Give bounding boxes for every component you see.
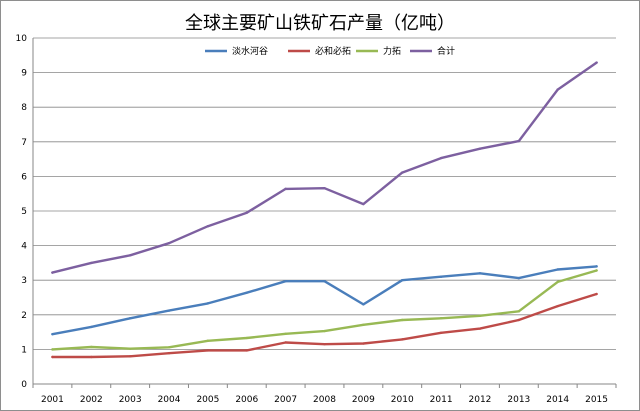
axes: 0 1 2 3 4 5 6 7 8 9 10 2001 2002 2003 2004 2005 2006 2007… [16,34,617,405]
data-point [595,269,598,272]
x-tick-label: 2005 [196,395,219,405]
data-point [517,276,521,280]
series-line-3 [51,61,598,274]
y-tick-label: 6 [21,172,27,182]
data-point [323,329,326,333]
y-tick-label: 10 [16,34,28,44]
data-point [51,271,54,274]
legend: 淡水河谷 必和必拓 力拓 合计 [205,45,455,57]
data-point [362,342,365,345]
x-tick-label: 2004 [158,395,181,405]
x-tick-label: 2010 [391,395,414,405]
y-tick-label: 9 [21,69,27,79]
data-point [556,304,559,308]
data-point [595,61,598,64]
data-point [51,332,54,336]
data-point [90,325,93,329]
data-point [51,348,54,351]
x-tick-label: 2006 [235,395,258,405]
data-point [167,241,171,245]
y-tick-label: 2 [21,311,27,321]
data-point [284,341,287,344]
x-tick-label: 2014 [546,395,569,405]
data-point [439,156,443,160]
legend-label: 力拓 [383,45,401,57]
data-point [128,347,132,350]
legend-label: 淡水河谷 [232,45,268,57]
data-point [478,314,482,318]
x-tick-label: 2013 [507,395,530,405]
y-tick-label: 3 [21,276,27,286]
data-point [323,186,326,190]
y-tick-label: 0 [21,380,27,390]
x-tick-label: 2007 [274,395,297,405]
data-point [128,254,132,257]
data-point [323,280,326,283]
y-tick-label: 5 [21,207,27,217]
data-point [51,355,54,359]
x-tick-label: 2002 [80,395,103,405]
data-point [439,331,443,334]
chart-title: 全球主要矿山铁矿石产量（亿吨） [185,13,455,34]
data-point [284,187,287,191]
data-point [206,225,210,228]
y-tick-label: 1 [21,345,27,355]
gridlines [33,37,616,350]
data-point [284,280,287,283]
data-point [439,317,443,320]
data-point [401,279,404,282]
data-point [128,317,132,320]
data-point [439,275,443,278]
data-point [556,280,559,284]
data-point [401,171,404,174]
data-point [167,346,171,349]
data-point [245,336,248,340]
data-point [517,318,521,322]
data-point [556,268,559,271]
legend-label: 必和必拓 [315,45,351,57]
series-lines [51,61,598,359]
data-point [401,318,404,322]
data-point [478,147,482,150]
data-point [206,302,210,305]
data-point [517,139,521,143]
series-line-0 [51,265,598,336]
x-tick-label: 2003 [119,395,142,405]
data-point [90,355,93,359]
data-point [517,310,521,313]
data-point [478,272,482,275]
data-point [595,292,598,296]
x-tick-label: 2009 [352,395,375,405]
data-point [323,343,326,346]
data-point [478,327,482,330]
data-point [245,211,248,214]
data-point [556,88,559,91]
x-tick-label: 2011 [430,395,453,405]
x-tick-label: 2015 [585,395,608,405]
data-point [362,303,365,306]
data-point [362,323,365,327]
data-point [245,291,248,294]
y-tick-label: 7 [21,138,27,148]
y-tick-label: 8 [21,103,27,113]
data-point [167,309,171,312]
data-point [167,352,171,355]
y-tick-label: 4 [21,242,27,252]
x-tick-label: 2001 [41,395,64,405]
data-point [206,349,210,352]
data-point [128,355,132,358]
data-point [362,202,365,206]
legend-label: 合计 [437,45,455,57]
x-tick-label: 2008 [313,395,336,405]
data-point [284,332,287,336]
x-tick-label: 2012 [469,395,492,405]
data-point [245,349,248,352]
data-point [206,339,210,342]
data-point [90,345,93,349]
data-point [90,261,93,265]
data-point [595,265,598,268]
data-point [401,338,404,341]
